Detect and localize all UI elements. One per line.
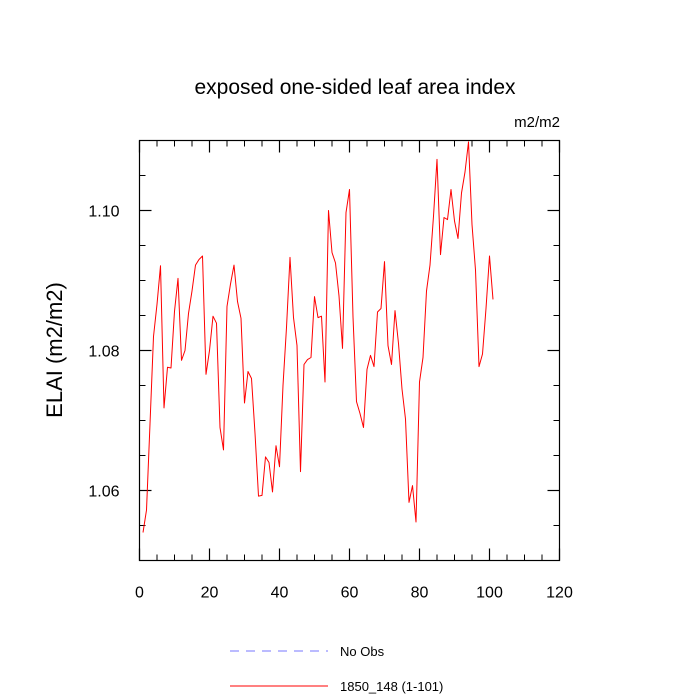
legend-label: No Obs bbox=[340, 644, 385, 659]
x-tick-label: 0 bbox=[135, 585, 144, 602]
x-tick-label: 60 bbox=[341, 585, 359, 602]
legend: No Obs 1850_148 (1-101) bbox=[230, 644, 443, 694]
series-line bbox=[142, 141, 494, 533]
x-tick-label: 40 bbox=[271, 585, 289, 602]
y-tick-label: 1.08 bbox=[88, 344, 119, 361]
series-lines bbox=[142, 141, 494, 533]
legend-label: 1850_148 (1-101) bbox=[340, 679, 443, 694]
x-tick-label: 120 bbox=[546, 585, 573, 602]
units-label: m2/m2 bbox=[514, 114, 560, 131]
axis-tick-labels: 0 20 40 60 80 100 120 1.06 1.08 1.10 bbox=[88, 204, 573, 602]
x-tick-label: 20 bbox=[201, 585, 219, 602]
y-axis-label: ELAI (m2/m2) bbox=[42, 282, 67, 418]
chart-title: exposed one-sided leaf area index bbox=[194, 76, 516, 99]
x-tick-label: 100 bbox=[476, 585, 503, 602]
y-tick-label: 1.10 bbox=[88, 204, 119, 221]
x-tick-label: 80 bbox=[411, 585, 429, 602]
y-tick-label: 1.06 bbox=[88, 484, 119, 501]
